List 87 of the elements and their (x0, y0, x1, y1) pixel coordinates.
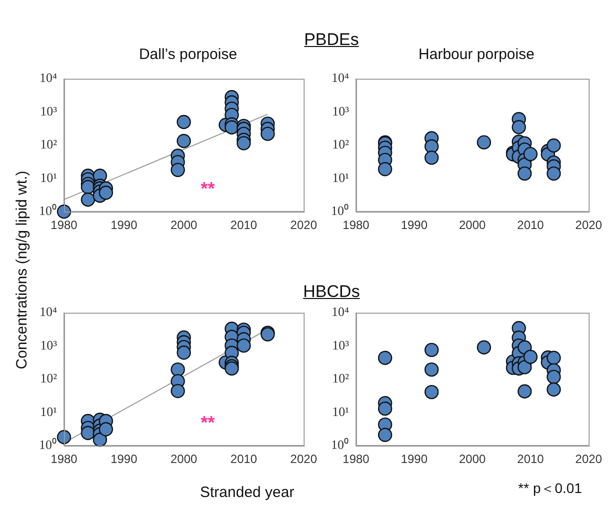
y-axis-title: Concentrations (ng/g lipid wt.) (14, 170, 30, 370)
point (424, 384, 439, 400)
point (378, 428, 392, 442)
y-tick-label: 10³ (40, 103, 58, 118)
y-tick-label: 10⁰ (331, 437, 349, 452)
point (546, 138, 561, 153)
y-tick-label: 10² (332, 136, 350, 152)
point (546, 350, 561, 365)
y-tick-label: 10⁴ (331, 70, 350, 86)
point (170, 384, 185, 398)
text: ** p＜0.01 (518, 480, 582, 498)
point (523, 146, 538, 162)
y-tick-label: 10⁴ (331, 304, 350, 320)
y-tick-label: 10⁰ (39, 437, 57, 452)
point (518, 384, 532, 398)
chart-subtitle: Harbour porpoise (418, 46, 534, 63)
y-tick-label: 10⁰ (39, 203, 57, 218)
x-tick-label: 2000 (458, 452, 486, 466)
x-tick-label: 1980 (50, 218, 78, 232)
chart-subtitle: Dall’s porpoise (138, 46, 238, 63)
x-tick-label: 2020 (575, 452, 602, 466)
point (424, 150, 439, 165)
x-tick-label: 2010 (517, 218, 544, 232)
y-tick-label: 10³ (332, 103, 350, 118)
y-tick-label: 10⁴ (39, 70, 58, 86)
point (260, 126, 275, 141)
point (378, 162, 392, 176)
point (424, 342, 439, 358)
point (512, 120, 526, 134)
point (523, 350, 538, 364)
point (98, 186, 114, 200)
point (80, 192, 96, 207)
x-tick-label: 2020 (290, 452, 318, 466)
x-axis-title: Stranded year (200, 484, 294, 501)
annotation: ** (200, 178, 215, 199)
point (546, 382, 561, 397)
point (170, 162, 185, 178)
point (424, 362, 439, 377)
x-tick-label: 1990 (110, 452, 138, 466)
x-tick-label: 2010 (230, 452, 258, 466)
y-tick-label: 10¹ (40, 404, 58, 419)
point (224, 361, 239, 376)
x-tick-label: 1990 (110, 218, 138, 232)
x-tick-label: 2000 (170, 218, 198, 232)
point (236, 136, 251, 150)
point (476, 135, 492, 150)
x-tick-label: 2000 (170, 452, 198, 466)
point (546, 166, 561, 181)
y-tick-label: 10² (332, 370, 350, 386)
y-tick-label: 10² (40, 370, 58, 386)
x-tick-label: 2000 (458, 218, 486, 232)
x-tick-label: 2010 (517, 452, 544, 466)
y-tick-label: 10¹ (40, 170, 58, 185)
point (98, 422, 114, 436)
point (518, 166, 532, 181)
chart-title: PBDEs (304, 30, 359, 49)
x-tick-label: 1980 (342, 218, 370, 232)
point (176, 114, 191, 130)
y-tick-label: 10⁴ (39, 304, 58, 320)
point (476, 340, 492, 354)
point (518, 360, 532, 374)
x-tick-label: 2020 (575, 218, 602, 232)
x-tick-label: 1990 (400, 218, 428, 232)
y-tick-label: 10¹ (332, 404, 350, 419)
chart-title: HBCDs (302, 282, 361, 302)
point (378, 402, 392, 416)
point (546, 370, 561, 384)
x-tick-label: 1980 (342, 452, 370, 466)
point (176, 346, 191, 360)
x-tick-label: 1990 (400, 452, 428, 466)
point (236, 338, 251, 353)
y-tick-label: 10² (40, 136, 58, 152)
point (56, 430, 72, 444)
point (176, 134, 191, 148)
point (80, 426, 96, 440)
y-tick-label: 10⁰ (331, 203, 349, 218)
y-tick-label: 10³ (332, 337, 350, 352)
point (56, 204, 72, 219)
point (224, 120, 239, 134)
point (378, 350, 392, 365)
x-tick-label: 1980 (50, 452, 78, 466)
y-tick-label: 10¹ (332, 170, 350, 185)
point (170, 362, 185, 377)
x-tick-label: 2020 (290, 218, 318, 232)
y-tick-label: 10³ (40, 337, 58, 352)
annotation: ** (200, 412, 215, 433)
x-tick-label: 2010 (230, 218, 258, 232)
